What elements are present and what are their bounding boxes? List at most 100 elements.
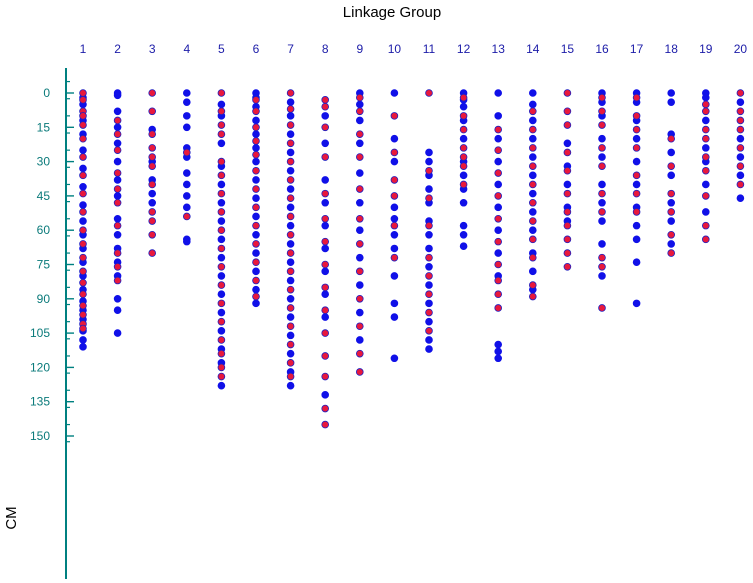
marker-point-lg5-blue [217,235,226,244]
marker-point-lg13-blue [494,157,503,166]
y-tick-label: 60 [37,223,51,237]
marker-point-lg13-blue [494,203,503,212]
marker-point-lg7-blue [286,112,295,120]
marker-point-lg16-red [598,189,606,198]
marker-point-lg4-blue [183,112,191,120]
marker-point-lg16-blue [598,217,606,225]
marker-point-lg7-red [286,285,295,294]
marker-point-lg14-red [528,292,537,301]
marker-point-lg11-blue [425,157,433,166]
marker-point-lg7-blue [286,130,295,138]
marker-point-lg20-red [736,162,745,170]
marker-point-lg1-red [79,89,87,97]
marker-point-lg5-red [217,262,226,271]
marker-point-lg1-red [79,253,87,262]
marker-point-lg10-blue [390,89,399,97]
category-label-5: 5 [218,42,225,56]
marker-point-lg7-blue [286,166,295,175]
marker-point-lg12-blue [459,221,468,230]
marker-point-lg15-red [563,221,572,230]
marker-point-lg4-blue [183,192,191,200]
marker-point-lg14-blue [528,134,537,143]
marker-point-lg6-red [252,123,260,132]
marker-point-lg16-red [598,144,606,152]
marker-point-lg6-blue [252,267,260,276]
marker-point-lg4-blue [183,237,191,246]
marker-point-lg13-blue [494,347,503,356]
marker-point-lg12-blue [459,230,468,239]
marker-point-lg9-red [355,185,364,193]
marker-point-lg13-blue [494,354,503,363]
marker-point-lg7-blue [286,294,295,303]
marker-point-lg8-red [321,372,330,381]
marker-point-lg3-blue [148,198,157,207]
marker-point-lg13-blue [494,112,503,120]
marker-point-lg12-red [459,93,468,102]
y-axis: 0 15 30 45 60 75 90 105 120 135 150 [30,68,74,579]
marker-point-lg14-red [528,198,537,207]
marker-point-lg1-red [79,134,87,143]
marker-point-lg8-red [321,329,330,337]
category-label-19: 19 [699,42,713,56]
marker-point-lg2-blue [113,107,122,116]
marker-point-lg10-red [390,148,399,157]
marker-point-lg2-red [113,130,122,138]
marker-point-lg13-red [494,276,503,285]
marker-point-lg7-red [286,359,295,367]
marker-point-lg4-blue [183,203,191,212]
marker-point-lg8-blue [321,267,330,276]
marker-point-lg19-red [701,100,710,109]
marker-point-lg5-blue [217,381,226,390]
marker-point-lg7-red [286,372,295,381]
marker-point-lg13-red [494,290,503,299]
marker-point-lg8-blue [321,221,330,230]
marker-point-lg12-red [459,125,468,134]
marker-point-lg11-red [425,308,433,317]
marker-point-lg2-red [113,169,122,177]
marker-point-lg6-red [252,292,260,301]
category-label-9: 9 [356,42,363,56]
category-label-3: 3 [149,42,156,56]
y-tick-label: 0 [43,86,50,100]
marker-point-lg17-blue [632,221,641,230]
marker-point-lg6-red [252,137,260,145]
marker-point-lg13-red [494,237,503,246]
category-label-8: 8 [322,42,329,56]
marker-point-lg11-blue [425,262,433,271]
marker-point-lg5-red [217,336,226,344]
marker-point-lg3-red [148,89,157,97]
y-axis-label: CM [3,506,20,529]
marker-point-lg8-red [321,102,330,111]
marker-point-lg4-red [183,148,191,157]
category-label-7: 7 [287,42,294,56]
marker-point-lg1-red [79,267,87,276]
marker-point-lg15-red [563,121,572,129]
marker-point-lg6-red [252,185,260,193]
marker-point-lg15-red [563,208,572,216]
marker-point-lg1-red [79,153,87,161]
marker-point-lg14-red [528,125,537,134]
marker-point-lg11-red [425,166,433,175]
category-labels: 1 2 3 4 5 6 7 8 9 10 11 12 13 14 15 16 17 18 19 20 [80,42,748,56]
marker-point-lg18-blue [667,89,675,97]
marker-point-lg4-blue [183,180,191,189]
marker-point-lg8-red [321,237,330,246]
marker-point-lg3-red [148,144,157,152]
marker-point-lg13-red [494,146,503,154]
marker-point-lg9-red [355,368,364,376]
marker-point-lg20-blue [736,134,745,143]
y-tick-label: 135 [30,395,50,409]
marker-point-lg20-red [736,125,745,134]
marker-point-lg9-blue [355,226,364,235]
chart-title: Linkage Group [343,4,441,21]
marker-point-lg7-red [286,89,295,97]
marker-point-lg15-blue [563,180,572,189]
marker-point-lg7-red [286,157,295,166]
marker-point-lg1-red [79,290,87,299]
marker-point-lg1-blue [79,343,87,351]
marker-point-lg16-blue [598,272,606,280]
marker-point-lg2-red [113,116,122,125]
marker-point-lg14-blue [528,116,537,125]
marker-points [79,89,745,429]
marker-point-lg16-red [598,262,606,271]
